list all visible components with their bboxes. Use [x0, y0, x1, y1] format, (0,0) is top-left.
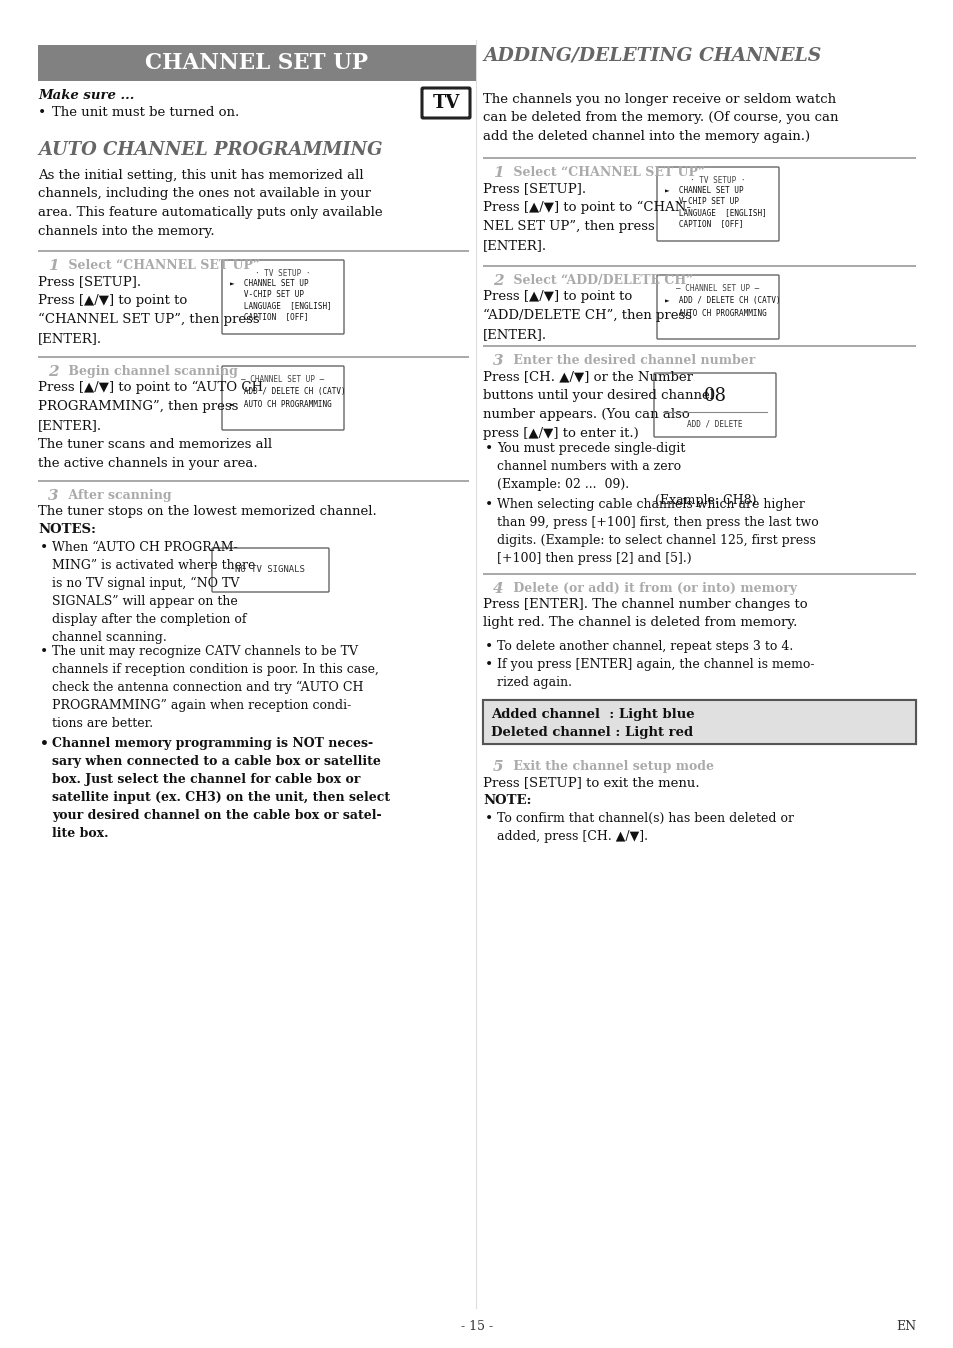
Text: Select “CHANNEL SET UP”: Select “CHANNEL SET UP” [509, 166, 704, 179]
Text: •: • [484, 497, 493, 512]
FancyBboxPatch shape [222, 260, 344, 334]
Text: Press [SETUP].
Press [▲/▼] to point to
“CHANNEL SET UP”, then press
[ENTER].: Press [SETUP]. Press [▲/▼] to point to “… [38, 275, 259, 345]
Text: ADD / DELETE: ADD / DELETE [686, 419, 742, 429]
Text: 1: 1 [48, 259, 58, 274]
Text: NOTES:: NOTES: [38, 523, 96, 537]
Text: LANGUAGE  [ENGLISH]: LANGUAGE [ENGLISH] [230, 301, 332, 310]
Text: CAPTION  [OFF]: CAPTION [OFF] [664, 218, 742, 228]
Text: 3: 3 [493, 355, 503, 368]
Text: •: • [484, 658, 493, 673]
Text: (Example: CH8): (Example: CH8) [655, 493, 756, 507]
Text: – CHANNEL SET UP –: – CHANNEL SET UP – [241, 375, 324, 384]
Text: ►  AUTO CH PROGRAMMING: ► AUTO CH PROGRAMMING [230, 400, 332, 408]
FancyBboxPatch shape [222, 367, 344, 430]
Text: ADDING/DELETING CHANNELS: ADDING/DELETING CHANNELS [482, 47, 821, 65]
Text: EN: EN [895, 1320, 915, 1333]
Text: TV: TV [432, 94, 459, 112]
Text: ►  ADD / DELETE CH (CATV): ► ADD / DELETE CH (CATV) [664, 297, 780, 305]
Text: Deleted channel : Light red: Deleted channel : Light red [491, 727, 693, 739]
Text: CAPTION  [OFF]: CAPTION [OFF] [230, 311, 309, 321]
Text: •: • [40, 541, 49, 555]
Text: Enter the desired channel number: Enter the desired channel number [509, 355, 755, 367]
Text: After scanning: After scanning [64, 489, 172, 501]
Text: AUTO CHANNEL PROGRAMMING: AUTO CHANNEL PROGRAMMING [38, 142, 382, 159]
Text: When selecting cable channels which are higher
than 99, press [+100] first, then: When selecting cable channels which are … [497, 497, 818, 565]
Text: – CHANNEL SET UP –: – CHANNEL SET UP – [676, 284, 759, 293]
Text: •: • [40, 644, 49, 659]
Text: To confirm that channel(s) has been deleted or
added, press [CH. ▲/▼].: To confirm that channel(s) has been dele… [497, 811, 793, 842]
Text: If you press [ENTER] again, the channel is memo-
rized again.: If you press [ENTER] again, the channel … [497, 658, 814, 689]
Text: NO TV SIGNALS: NO TV SIGNALS [234, 566, 305, 574]
Text: 4: 4 [493, 582, 503, 596]
Text: The unit may recognize CATV channels to be TV
channels if reception condition is: The unit may recognize CATV channels to … [52, 644, 378, 731]
Text: The channels you no longer receive or seldom watch
can be deleted from the memor: The channels you no longer receive or se… [482, 93, 838, 143]
Text: As the initial setting, this unit has memorized all
channels, including the ones: As the initial setting, this unit has me… [38, 168, 382, 237]
Text: ADD / DELETE CH (CATV): ADD / DELETE CH (CATV) [230, 387, 345, 396]
FancyBboxPatch shape [654, 373, 775, 437]
Text: ►  CHANNEL SET UP: ► CHANNEL SET UP [664, 186, 742, 195]
Text: •: • [38, 106, 46, 120]
Text: AUTO CH PROGRAMMING: AUTO CH PROGRAMMING [664, 309, 766, 318]
Text: Press [▲/▼] to point to
“ADD/DELETE CH”, then press
[ENTER].: Press [▲/▼] to point to “ADD/DELETE CH”,… [482, 290, 691, 341]
Text: Press [SETUP].
Press [▲/▼] to point to “CHAN-
NEL SET UP”, then press
[ENTER].: Press [SETUP]. Press [▲/▼] to point to “… [482, 182, 690, 252]
Text: V-CHIP SET UP: V-CHIP SET UP [230, 290, 304, 299]
Text: •: • [484, 811, 493, 826]
Text: Press [SETUP] to exit the menu.: Press [SETUP] to exit the menu. [482, 776, 699, 789]
Bar [482, 700, 915, 744]
FancyBboxPatch shape [657, 167, 779, 241]
Text: When “AUTO CH PROGRAM-
MING” is activated where there
is no TV signal input, “NO: When “AUTO CH PROGRAM- MING” is activate… [52, 541, 255, 644]
FancyBboxPatch shape [657, 275, 779, 338]
Text: CHANNEL SET UP: CHANNEL SET UP [146, 53, 368, 74]
Text: 08: 08 [702, 387, 726, 404]
Text: NOTE:: NOTE: [482, 794, 531, 807]
Text: Channel memory programming is NOT neces-
sary when connected to a cable box or s: Channel memory programming is NOT neces-… [52, 737, 390, 840]
Text: LANGUAGE  [ENGLISH]: LANGUAGE [ENGLISH] [664, 208, 766, 217]
Text: •: • [484, 442, 493, 456]
Bar [482, 700, 915, 744]
Text: 3: 3 [48, 489, 58, 503]
Text: 5: 5 [493, 760, 503, 774]
Text: - 15 -: - 15 - [460, 1320, 493, 1333]
Text: Select “CHANNEL SET UP”: Select “CHANNEL SET UP” [64, 259, 260, 272]
Text: Press [▲/▼] to point to “AUTO CH
PROGRAMMING”, then press
[ENTER].
The tuner sca: Press [▲/▼] to point to “AUTO CH PROGRAM… [38, 381, 272, 470]
Text: Delete (or add) it from (or into) memory: Delete (or add) it from (or into) memory [509, 582, 796, 594]
Text: To delete another channel, repeat steps 3 to 4.: To delete another channel, repeat steps … [497, 640, 792, 652]
Text: 2: 2 [493, 274, 503, 288]
Text: •: • [484, 640, 493, 654]
Text: The tuner stops on the lowest memorized channel.: The tuner stops on the lowest memorized … [38, 506, 376, 518]
FancyBboxPatch shape [421, 88, 470, 119]
Text: Press [CH. ▲/▼] or the Number
buttons until your desired channel
number appears.: Press [CH. ▲/▼] or the Number buttons un… [482, 369, 713, 439]
Text: 1: 1 [493, 166, 503, 181]
Text: Select “ADD/DELETE CH”: Select “ADD/DELETE CH” [509, 274, 693, 287]
Text: You must precede single-digit
channel numbers with a zero
(Example: 02 ...  09).: You must precede single-digit channel nu… [497, 442, 684, 491]
Text: •: • [40, 737, 49, 751]
Text: Begin channel scanning: Begin channel scanning [64, 365, 237, 377]
Text: · TV SETUP ·: · TV SETUP · [255, 270, 311, 278]
Text: The unit must be turned on.: The unit must be turned on. [52, 106, 239, 119]
Text: V-CHIP SET UP: V-CHIP SET UP [664, 197, 739, 206]
Text: Exit the channel setup mode: Exit the channel setup mode [509, 760, 713, 772]
Text: Make sure ...: Make sure ... [38, 89, 134, 102]
Bar [38, 44, 476, 81]
Text: Press [ENTER]. The channel number changes to
light red. The channel is deleted f: Press [ENTER]. The channel number change… [482, 599, 807, 630]
FancyBboxPatch shape [212, 549, 329, 592]
Text: Added channel  : Light blue: Added channel : Light blue [491, 708, 694, 721]
Text: 2: 2 [48, 365, 58, 379]
Text: · TV SETUP ·: · TV SETUP · [690, 177, 745, 185]
Text: ►  CHANNEL SET UP: ► CHANNEL SET UP [230, 279, 309, 288]
